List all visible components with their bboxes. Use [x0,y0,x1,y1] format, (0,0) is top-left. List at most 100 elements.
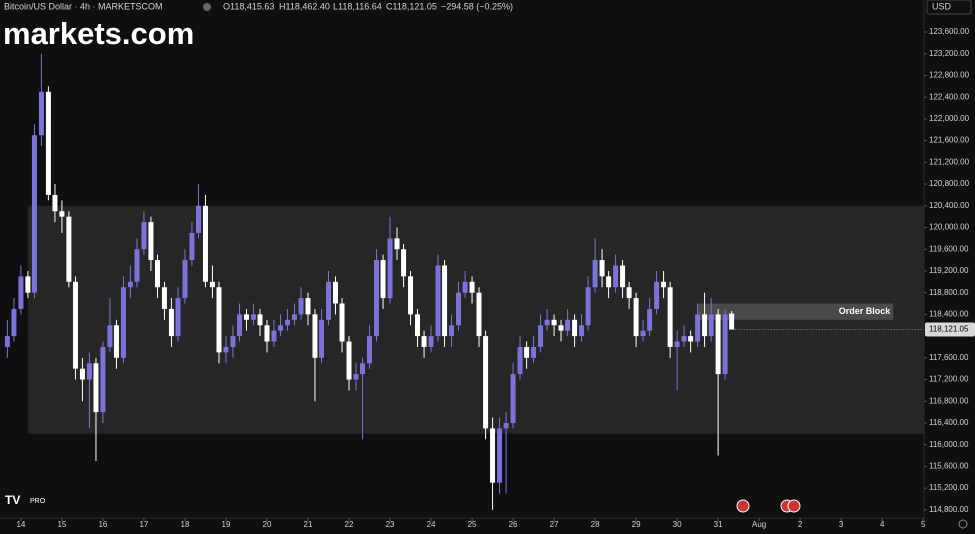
candle-body [497,428,503,483]
candle-body [695,314,701,342]
candle-body [298,298,304,315]
x-tick-label: 18 [181,520,190,529]
x-tick-label: 26 [509,520,518,529]
status-dot [203,3,211,11]
candle-body [524,346,530,358]
candle-body [161,287,167,309]
x-tick-label: 5 [921,520,926,529]
y-tick-label: 121,600.00 [929,136,970,145]
candle-body [654,281,660,309]
y-tick-label: 122,800.00 [929,71,970,80]
candle-body [367,336,373,364]
x-tick-label: 23 [386,520,395,529]
x-tick-label: 29 [632,520,641,529]
candle-body [462,281,468,293]
settings-icon[interactable] [958,519,968,529]
candle-body [284,319,290,326]
y-tick-label: 118,400.00 [929,309,969,318]
candle-body [503,422,509,429]
event-icon[interactable] [787,499,801,513]
candle-body [243,314,249,320]
x-tick-label: 15 [57,520,66,529]
candle-body [66,216,72,282]
logo: markets.com [3,16,194,51]
candle-body [346,341,352,380]
open: O118,415.63 [223,1,274,11]
candle-body [339,303,345,342]
x-tick-label: 22 [345,520,354,529]
candle-body [264,325,270,342]
x-tick-label: 20 [263,520,272,529]
candle-body [640,330,646,337]
candle-body [592,260,598,288]
x-tick-label: 28 [591,520,600,529]
candle-body [168,308,174,337]
currency[interactable]: USD [932,1,952,11]
candle-body [667,287,673,347]
candle-body [360,363,366,375]
y-tick-label: 117,200.00 [929,375,969,384]
candle-body [380,260,386,299]
low: L118,116.64 [333,1,382,11]
candle-body [45,91,51,195]
y-tick-label: 122,400.00 [929,92,970,101]
candle-body [25,276,31,293]
candle-body [688,336,694,342]
candle-body [154,260,160,288]
candle-body [72,281,78,369]
candle-body [551,319,557,326]
x-tick-label: 27 [550,520,559,529]
candle-body [702,314,708,337]
candle-body [100,346,106,413]
candle-body [442,265,448,337]
candle-body [175,298,181,337]
candle-body [408,276,414,315]
event-icon[interactable] [736,499,750,513]
y-tick-label: 120,800.00 [929,179,970,188]
candle-body [189,232,195,261]
candle-body [373,260,379,337]
candle-body [195,205,201,233]
y-tick-label: 114,800.00 [929,505,969,514]
candle-body [86,363,92,380]
candle-body [565,319,571,331]
candle-body [579,325,585,337]
candle-body [31,135,37,293]
change: −294.58 (−0.25%) [441,1,513,11]
candle-body [4,336,10,347]
x-tick-label: 25 [468,520,477,529]
candle-body [510,374,516,423]
y-tick-label: 116,400.00 [929,418,969,427]
candle-body [127,281,133,288]
candle-body [483,336,489,429]
candle-body [585,287,591,326]
y-tick-label: 120,400.00 [929,201,970,210]
candle-body [729,313,735,330]
candle-body [681,336,687,342]
candle-body [517,346,523,375]
currency-box[interactable] [926,0,972,15]
candle-body [209,281,215,288]
candle-body [558,325,564,331]
candle-body [120,287,126,358]
plot-area: Order Block [4,53,925,510]
candle-body [633,298,639,337]
candle-body [312,314,318,358]
candle-body [387,238,393,299]
candle-body [202,205,208,282]
candle-body [449,325,455,337]
candle-body [223,346,229,353]
tv-logo: TV [5,493,20,507]
last-price-label: 118,121.05 [929,325,969,334]
candle-body [319,319,325,358]
candle-body [620,265,626,288]
y-tick-label: 118,800.00 [929,288,969,297]
candle-body [305,298,311,315]
y-tick-label: 123,200.00 [929,49,970,58]
candle-body [11,308,17,337]
y-tick-label: 119,200.00 [929,266,969,275]
candle-body [674,341,680,347]
candle-body [182,260,188,299]
candle-body [544,319,550,326]
